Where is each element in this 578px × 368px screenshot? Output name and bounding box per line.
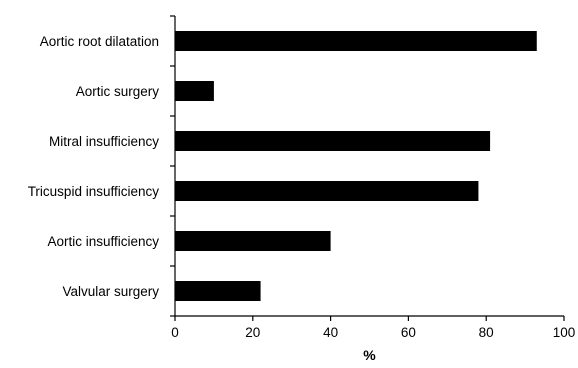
bar-aortic-surgery [175,81,214,101]
category-labels-group: Aortic root dilatation Aortic surgery Mitr… [28,34,160,299]
category-label: Aortic insufficiency [47,234,159,249]
bar-valvular-surgery [175,281,261,301]
category-label: Mitral insufficiency [49,134,159,149]
category-label: Tricuspid insufficiency [28,184,160,199]
x-tick-label: 80 [479,325,494,340]
bar-aortic-root-dilatation [175,31,537,51]
x-tick-label: 40 [323,325,338,340]
x-axis-ticks-group: 0 20 40 60 80 100 [171,316,575,340]
x-tick-label: 0 [171,325,179,340]
category-label: Valvular surgery [62,284,159,299]
x-tick-label: 20 [245,325,260,340]
y-axis-ticks-group [170,15,175,317]
bar-tricuspid-insufficiency [175,181,479,201]
x-axis-title: % [363,347,376,363]
category-label: Aortic root dilatation [40,34,159,49]
category-label: Aortic surgery [76,84,160,99]
x-tick-label: 60 [401,325,416,340]
bar-aortic-insufficiency [175,231,331,251]
bar-mitral-insufficiency [175,131,491,151]
x-tick-label: 100 [553,325,576,340]
bars-group [175,31,537,301]
